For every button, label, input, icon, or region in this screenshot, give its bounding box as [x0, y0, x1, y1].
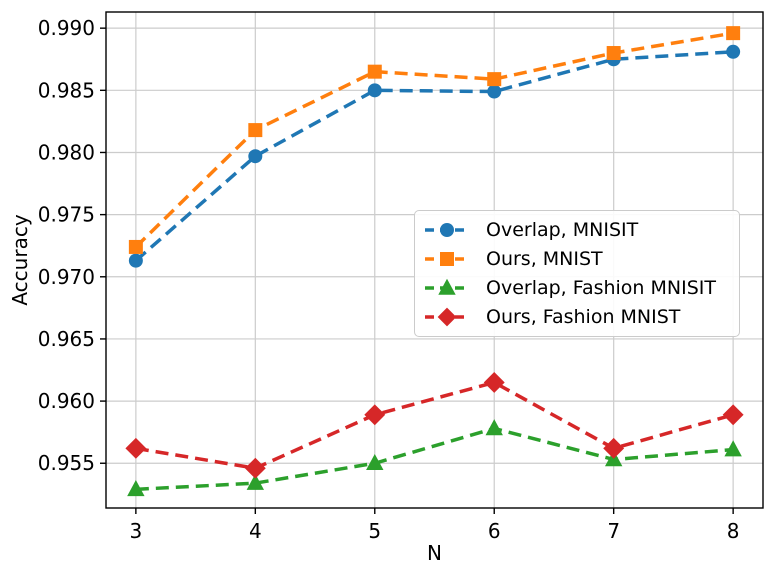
svg-text:0.960: 0.960: [38, 389, 95, 413]
svg-text:5: 5: [368, 519, 381, 543]
svg-text:0.975: 0.975: [38, 203, 95, 227]
x-axis-label: N: [427, 541, 442, 565]
svg-text:0.970: 0.970: [38, 265, 95, 289]
legend-label: Overlap, MNISIT: [486, 218, 639, 241]
legend: Overlap, MNISIT Ours, MNIST Overlap, Fas…: [414, 210, 740, 337]
svg-text:6: 6: [488, 519, 501, 543]
y-axis-label: Accuracy: [8, 214, 32, 306]
legend-item: Ours, Fashion MNIST: [423, 304, 733, 331]
legend-label: Ours, Fashion MNIST: [486, 306, 681, 329]
legend-sample-square-icon: [423, 249, 471, 269]
svg-text:4: 4: [249, 519, 262, 543]
svg-text:8: 8: [727, 519, 740, 543]
svg-text:7: 7: [607, 519, 620, 543]
legend-sample-diamond-icon: [423, 307, 471, 327]
svg-text:0.990: 0.990: [38, 16, 95, 40]
legend-item: Overlap, Fashion MNISIT: [423, 275, 733, 302]
svg-text:0.955: 0.955: [38, 451, 95, 475]
svg-text:3: 3: [129, 519, 142, 543]
legend-label: Ours, MNIST: [486, 247, 603, 270]
svg-text:0.965: 0.965: [38, 327, 95, 351]
svg-text:0.985: 0.985: [38, 78, 95, 102]
legend-sample-circle-icon: [423, 220, 471, 240]
svg-text:0.980: 0.980: [38, 140, 95, 164]
legend-item: Ours, MNIST: [423, 245, 733, 272]
legend-label: Overlap, Fashion MNISIT: [486, 277, 716, 300]
legend-sample-triangle-icon: [423, 278, 471, 298]
legend-item: Overlap, MNISIT: [423, 216, 733, 243]
